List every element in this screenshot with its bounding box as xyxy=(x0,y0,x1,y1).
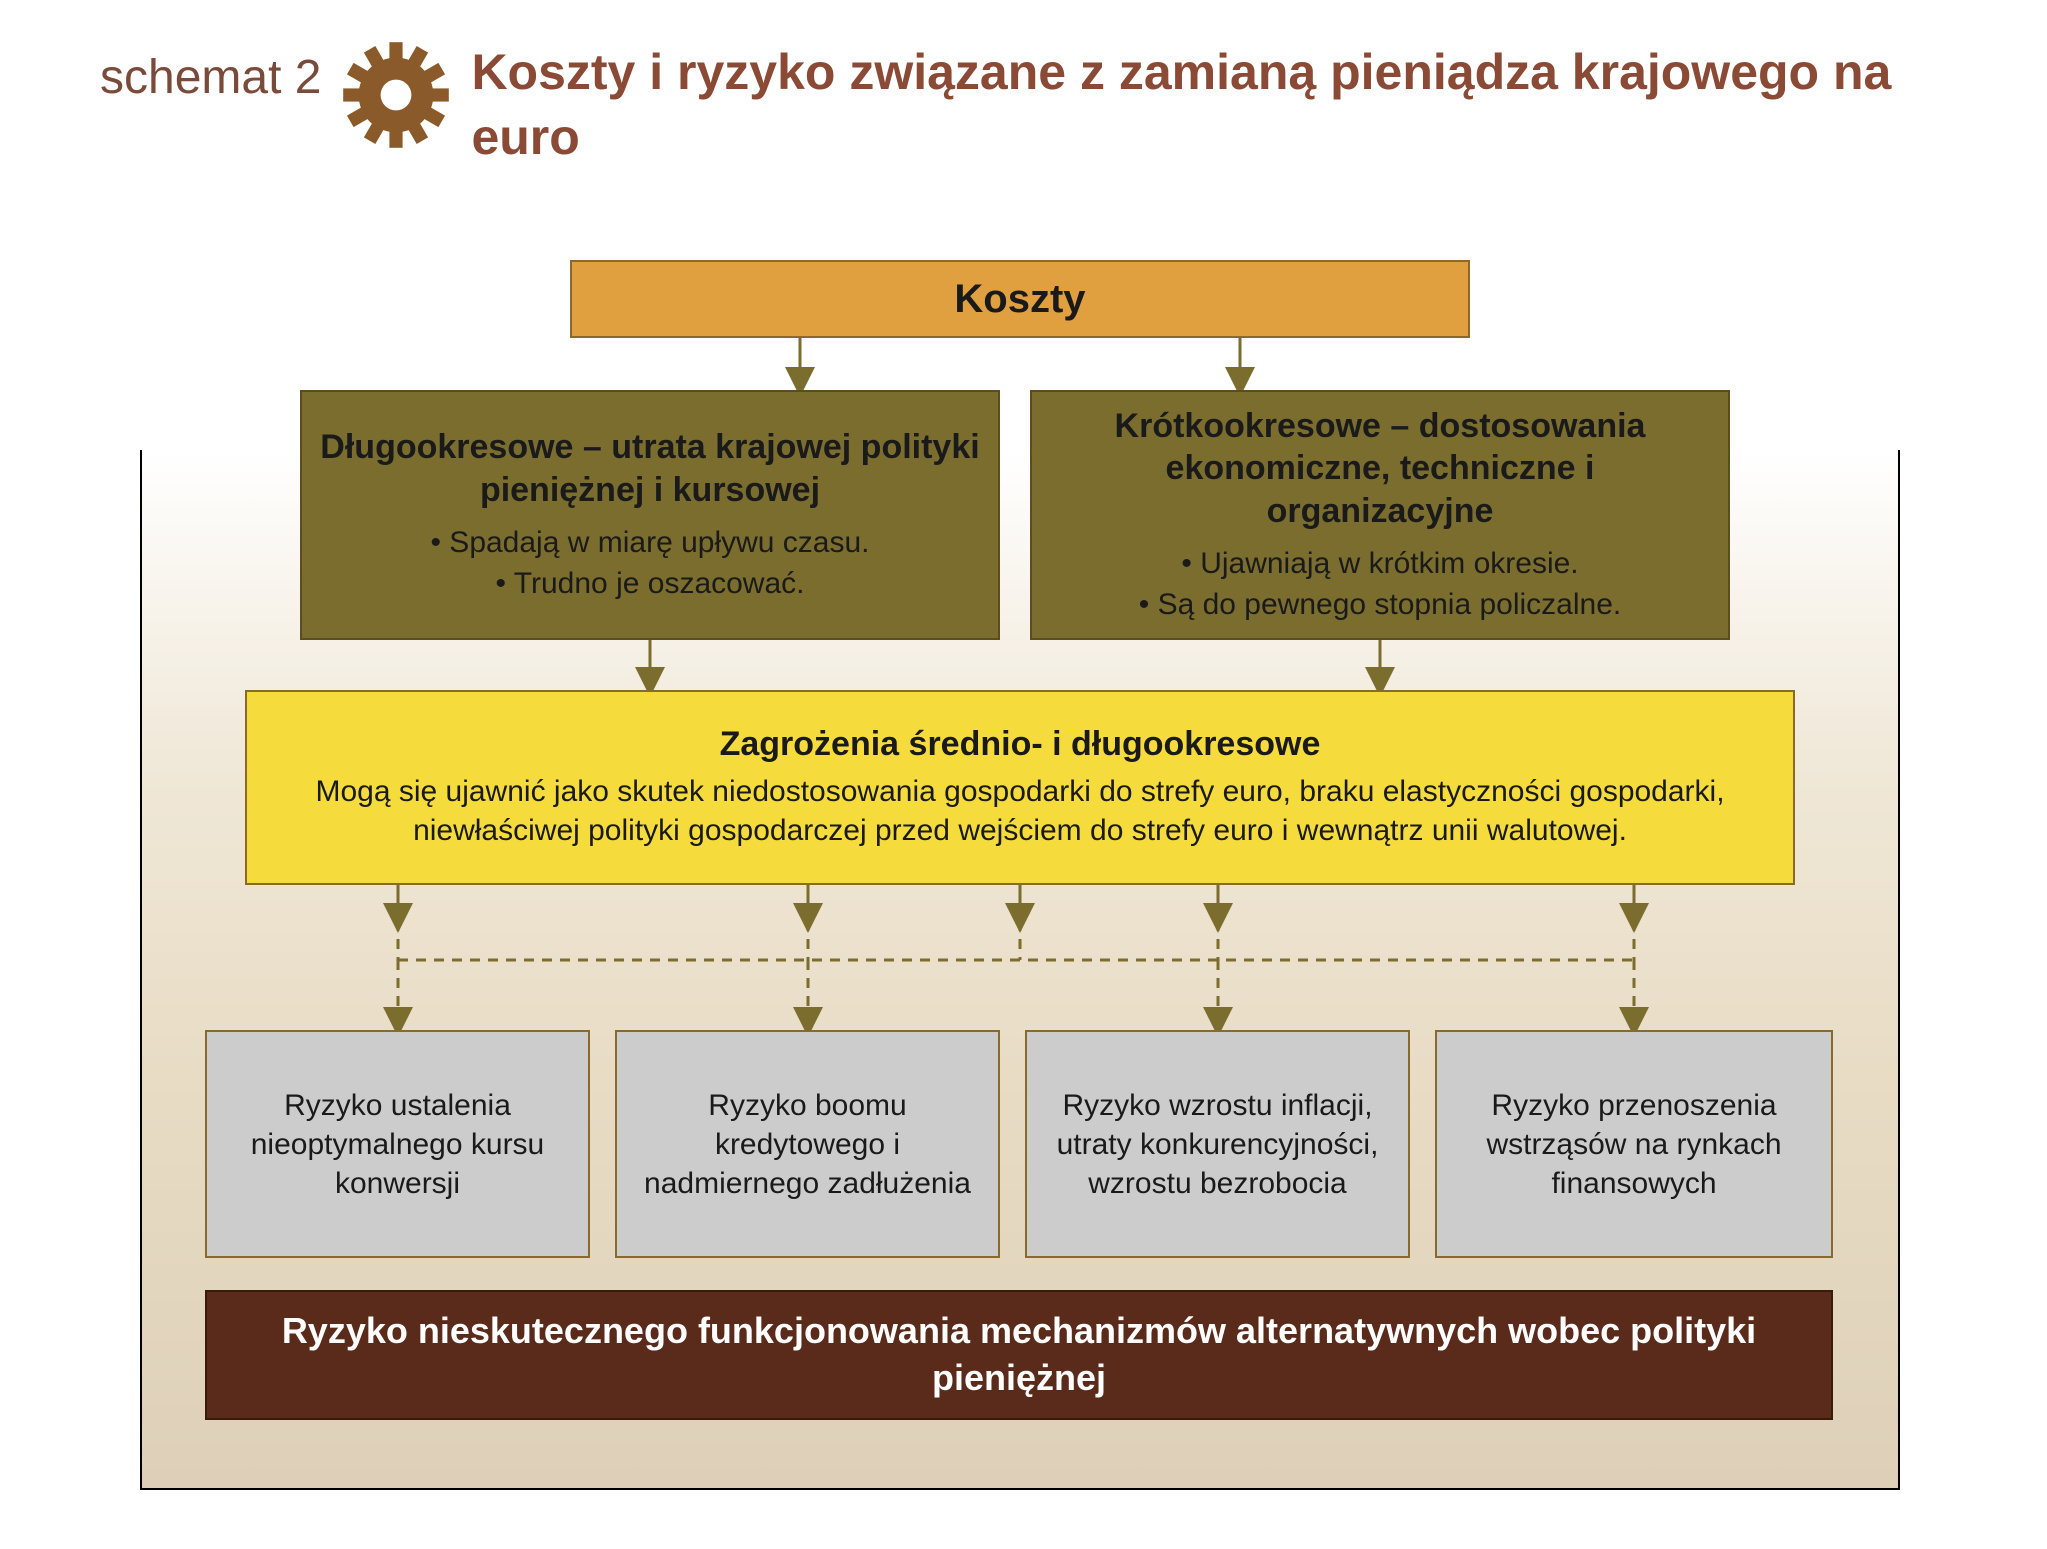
box-dlugo-heading: Długookresowe – utrata krajowej polityki… xyxy=(320,426,980,511)
box-bottom-risk: Ryzyko nieskutecznego funkcjonowania mec… xyxy=(205,1290,1833,1420)
box-zagro-text: Mogą się ujawnić jako skutek niedostosow… xyxy=(265,772,1775,850)
risk-box-2: Ryzyko boomu kredytowego i nadmiernego z… xyxy=(615,1030,1000,1258)
risk-box-3: Ryzyko wzrostu inflacji, utraty konkuren… xyxy=(1025,1030,1410,1258)
box-krotkookresowe: Krótkookresowe – dostosowania ekonomiczn… xyxy=(1030,390,1730,640)
gear-icon xyxy=(341,40,451,155)
box-krotko-bullet-1: • Ujawniają w krótkim okresie. xyxy=(1181,544,1578,585)
diagram-canvas: Koszty Długookresowe – utrata krajowej p… xyxy=(140,260,1900,1500)
box-dlugookresowe: Długookresowe – utrata krajowej polityki… xyxy=(300,390,1000,640)
box-dlugo-bullet-1: • Spadają w miarę upływu czasu. xyxy=(430,523,869,564)
box-zagrozenia: Zagrożenia średnio- i długookresowe Mogą… xyxy=(245,690,1795,885)
box-koszty-label: Koszty xyxy=(954,277,1085,322)
box-krotko-heading: Krótkookresowe – dostosowania ekonomiczn… xyxy=(1050,405,1710,533)
box-krotko-bullet-2: • Są do pewnego stopnia policzalne. xyxy=(1139,585,1622,626)
risk-box-4: Ryzyko przenoszenia wstrząsów na rynkach… xyxy=(1435,1030,1833,1258)
diagram-title: Koszty i ryzyko związane z zamianą pieni… xyxy=(471,40,1947,170)
box-koszty: Koszty xyxy=(570,260,1470,338)
diagram-header: schemat 2 xyxy=(100,40,1947,170)
risk-box-1: Ryzyko ustalenia nieoptymalnego kursu ko… xyxy=(205,1030,590,1258)
schema-label: schemat 2 xyxy=(100,40,321,105)
box-dlugo-bullet-2: • Trudno je oszacować. xyxy=(496,564,805,605)
box-bottom-text: Ryzyko nieskutecznego funkcjonowania mec… xyxy=(225,1308,1813,1402)
box-zagro-heading: Zagrożenia średnio- i długookresowe xyxy=(720,725,1321,764)
